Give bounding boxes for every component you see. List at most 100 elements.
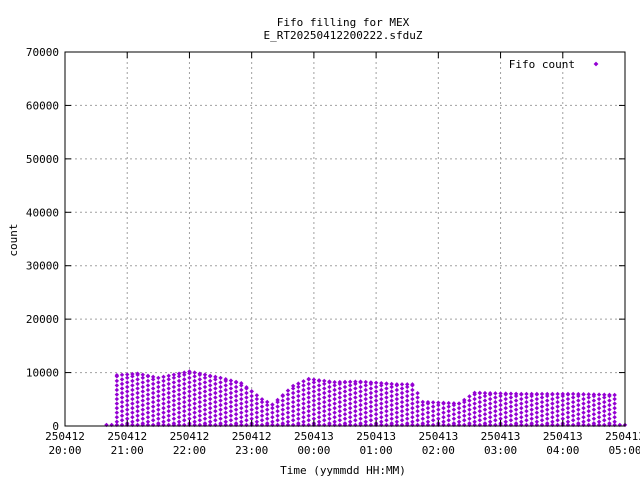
data-point (342, 379, 348, 385)
data-point (591, 421, 597, 426)
data-point (228, 386, 234, 391)
data-point (301, 383, 306, 388)
data-point (425, 419, 431, 424)
data-point (182, 370, 187, 375)
data-point (135, 418, 140, 423)
data-point (539, 413, 545, 418)
data-point (332, 419, 337, 424)
data-point (607, 416, 612, 421)
data-point (529, 407, 534, 412)
data-point (379, 405, 384, 411)
data-point (197, 377, 203, 382)
data-point (285, 405, 291, 411)
data-point (306, 413, 311, 418)
data-point (290, 418, 296, 423)
data-point (462, 408, 467, 414)
data-point (130, 378, 135, 384)
data-point (508, 408, 514, 414)
data-point (218, 389, 223, 394)
data-point (399, 404, 405, 409)
data-point (233, 411, 239, 417)
data-point (368, 390, 374, 396)
data-point (534, 396, 540, 402)
data-point (202, 421, 208, 426)
data-point (223, 405, 228, 411)
data-point (498, 391, 503, 396)
y-tick-label: 70000 (26, 46, 59, 59)
data-point (379, 380, 384, 386)
data-point (581, 419, 586, 424)
data-point (373, 407, 379, 412)
data-point (161, 383, 166, 388)
data-point (467, 402, 472, 408)
data-point (275, 418, 280, 423)
data-point (213, 395, 218, 400)
data-point (316, 387, 322, 393)
data-point (166, 395, 171, 400)
data-point (332, 383, 337, 388)
data-point (290, 399, 296, 405)
data-point (430, 413, 436, 418)
data-point (576, 411, 581, 417)
data-point (379, 387, 384, 393)
data-point (410, 387, 415, 393)
data-point (565, 405, 571, 411)
data-point (389, 381, 394, 387)
data-point (394, 387, 400, 393)
data-point (218, 407, 223, 412)
data-point (565, 410, 571, 415)
data-point (192, 410, 197, 415)
data-point (119, 386, 125, 391)
x-axis-label: Time (yymmdd HH:MM) (280, 464, 406, 477)
data-point (265, 399, 270, 405)
data-point (586, 404, 591, 409)
data-point (182, 386, 187, 391)
data-point (405, 389, 410, 394)
data-point (306, 418, 311, 423)
data-point (135, 377, 140, 382)
data-point (337, 418, 343, 423)
data-point (415, 408, 420, 414)
data-point (477, 390, 483, 396)
data-point (254, 419, 260, 424)
y-tick-label: 50000 (26, 153, 59, 166)
data-point (301, 415, 306, 420)
data-point (591, 392, 597, 397)
data-point (379, 392, 384, 397)
data-point (456, 410, 462, 415)
data-point (607, 402, 612, 408)
data-point (441, 405, 446, 411)
data-point (239, 396, 244, 402)
data-point (114, 410, 120, 415)
data-point (223, 392, 228, 397)
data-point (493, 418, 498, 423)
data-point (161, 378, 166, 384)
chart-title-line-2: E_RT20250412200222.sfduZ (264, 29, 423, 42)
data-point (296, 398, 301, 403)
data-point (197, 404, 203, 409)
data-point (161, 387, 166, 393)
data-point (244, 399, 249, 405)
data-point (555, 422, 560, 428)
data-point (576, 421, 581, 426)
data-point (612, 396, 617, 402)
data-point (373, 384, 379, 390)
data-point (347, 419, 353, 424)
data-point (197, 395, 203, 400)
data-point (524, 395, 529, 400)
data-point (570, 418, 576, 423)
data-point (353, 395, 358, 400)
legend-label: Fifo count (509, 58, 575, 71)
data-point (363, 392, 368, 397)
data-point (254, 401, 260, 406)
data-point (550, 410, 555, 415)
data-point (145, 396, 151, 402)
data-point (493, 395, 498, 400)
data-point (218, 402, 223, 408)
data-point (156, 421, 161, 426)
data-point (192, 374, 197, 379)
data-point (192, 396, 197, 402)
data-point (487, 410, 493, 415)
data-point (311, 402, 317, 408)
data-point (576, 407, 581, 412)
